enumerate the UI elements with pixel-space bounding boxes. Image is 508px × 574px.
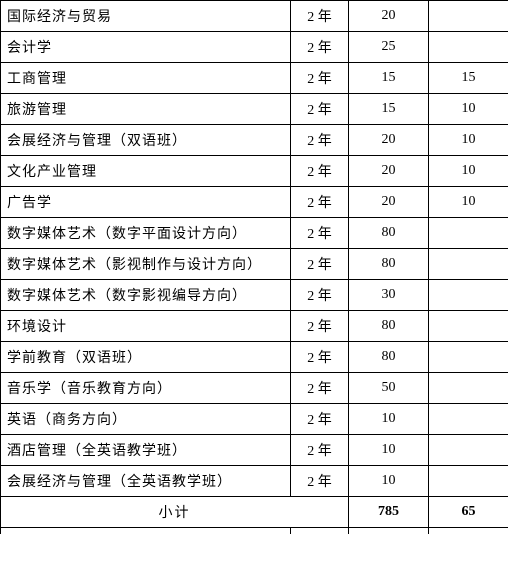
program-name: 国际经济与贸易 bbox=[1, 1, 291, 32]
program-value2: 10 bbox=[429, 187, 508, 218]
program-value1: 80 bbox=[349, 311, 429, 342]
program-value2 bbox=[429, 280, 508, 311]
program-name: 数字媒体艺术（数字平面设计方向） bbox=[1, 218, 291, 249]
program-duration: 2 年 bbox=[291, 63, 349, 94]
program-value1: 30 bbox=[349, 280, 429, 311]
program-value2: 10 bbox=[429, 156, 508, 187]
program-value1: 25 bbox=[349, 32, 429, 63]
table-row: 会计学 2 年 25 bbox=[1, 32, 508, 63]
program-value1: 15 bbox=[349, 63, 429, 94]
table-row: 文化产业管理 2 年 20 10 bbox=[1, 156, 508, 187]
program-value1: 20 bbox=[349, 1, 429, 32]
table-row: 环境设计 2 年 80 bbox=[1, 311, 508, 342]
program-name: 广告学 bbox=[1, 187, 291, 218]
table-row: 酒店管理（全英语教学班） 2 年 10 bbox=[1, 435, 508, 466]
program-duration: 2 年 bbox=[291, 435, 349, 466]
program-duration: 2 年 bbox=[291, 32, 349, 63]
program-name: 会计学 bbox=[1, 32, 291, 63]
program-value1: 80 bbox=[349, 218, 429, 249]
program-value1: 15 bbox=[349, 94, 429, 125]
program-value2 bbox=[429, 311, 508, 342]
program-duration: 2 年 bbox=[291, 466, 349, 497]
program-duration: 2 年 bbox=[291, 249, 349, 280]
program-table: 国际经济与贸易 2 年 20 会计学 2 年 25 工商管理 2 年 15 15… bbox=[0, 0, 508, 534]
program-duration: 2 年 bbox=[291, 404, 349, 435]
program-value1: 10 bbox=[349, 435, 429, 466]
program-value2 bbox=[429, 466, 508, 497]
program-value1: 20 bbox=[349, 125, 429, 156]
program-name: 环境设计 bbox=[1, 311, 291, 342]
table-row: 会展经济与管理（全英语教学班） 2 年 10 bbox=[1, 466, 508, 497]
program-name: 旅游管理 bbox=[1, 94, 291, 125]
program-table-container: 国际经济与贸易 2 年 20 会计学 2 年 25 工商管理 2 年 15 15… bbox=[0, 0, 508, 534]
program-duration: 2 年 bbox=[291, 373, 349, 404]
program-name: 英语（商务方向） bbox=[1, 404, 291, 435]
program-value1: 10 bbox=[349, 404, 429, 435]
table-row: 数字媒体艺术（数字平面设计方向） 2 年 80 bbox=[1, 218, 508, 249]
table-row: 工商管理 2 年 15 15 bbox=[1, 63, 508, 94]
program-duration: 2 年 bbox=[291, 156, 349, 187]
program-duration: 2 年 bbox=[291, 125, 349, 156]
program-value2: 10 bbox=[429, 94, 508, 125]
program-name: 文化产业管理 bbox=[1, 156, 291, 187]
subtotal-row: 小计 785 65 bbox=[1, 497, 508, 528]
subtotal-label: 小计 bbox=[1, 497, 349, 528]
program-name: 工商管理 bbox=[1, 63, 291, 94]
program-duration: 2 年 bbox=[291, 1, 349, 32]
table-row: 广告学 2 年 20 10 bbox=[1, 187, 508, 218]
program-duration: 2 年 bbox=[291, 311, 349, 342]
table-row: 学前教育（双语班） 2 年 80 bbox=[1, 342, 508, 373]
program-duration: 2 年 bbox=[291, 94, 349, 125]
table-row: 旅游管理 2 年 15 10 bbox=[1, 94, 508, 125]
program-value1: 10 bbox=[349, 466, 429, 497]
program-value1: 80 bbox=[349, 342, 429, 373]
program-duration: 2 年 bbox=[291, 280, 349, 311]
program-name: 酒店管理（全英语教学班） bbox=[1, 435, 291, 466]
program-name: 会展经济与管理（全英语教学班） bbox=[1, 466, 291, 497]
program-value2 bbox=[429, 435, 508, 466]
program-duration: 2 年 bbox=[291, 218, 349, 249]
row-stub bbox=[1, 528, 508, 534]
program-value2: 15 bbox=[429, 63, 508, 94]
program-name: 会展经济与管理（双语班） bbox=[1, 125, 291, 156]
table-row: 英语（商务方向） 2 年 10 bbox=[1, 404, 508, 435]
program-table-body: 国际经济与贸易 2 年 20 会计学 2 年 25 工商管理 2 年 15 15… bbox=[1, 1, 508, 534]
subtotal-value2: 65 bbox=[429, 497, 508, 528]
program-name: 数字媒体艺术（数字影视编导方向） bbox=[1, 280, 291, 311]
table-row: 音乐学（音乐教育方向） 2 年 50 bbox=[1, 373, 508, 404]
program-value2 bbox=[429, 342, 508, 373]
program-name: 音乐学（音乐教育方向） bbox=[1, 373, 291, 404]
program-value2 bbox=[429, 373, 508, 404]
program-value2 bbox=[429, 218, 508, 249]
subtotal-value1: 785 bbox=[349, 497, 429, 528]
program-name: 数字媒体艺术（影视制作与设计方向） bbox=[1, 249, 291, 280]
program-value1: 20 bbox=[349, 156, 429, 187]
table-row: 国际经济与贸易 2 年 20 bbox=[1, 1, 508, 32]
program-value1: 20 bbox=[349, 187, 429, 218]
program-value2 bbox=[429, 249, 508, 280]
table-row: 会展经济与管理（双语班） 2 年 20 10 bbox=[1, 125, 508, 156]
program-duration: 2 年 bbox=[291, 187, 349, 218]
table-row: 数字媒体艺术（影视制作与设计方向） 2 年 80 bbox=[1, 249, 508, 280]
table-row: 数字媒体艺术（数字影视编导方向） 2 年 30 bbox=[1, 280, 508, 311]
program-value1: 50 bbox=[349, 373, 429, 404]
program-value2 bbox=[429, 32, 508, 63]
program-name: 学前教育（双语班） bbox=[1, 342, 291, 373]
program-value2: 10 bbox=[429, 125, 508, 156]
program-value2 bbox=[429, 404, 508, 435]
program-value1: 80 bbox=[349, 249, 429, 280]
program-value2 bbox=[429, 1, 508, 32]
program-duration: 2 年 bbox=[291, 342, 349, 373]
